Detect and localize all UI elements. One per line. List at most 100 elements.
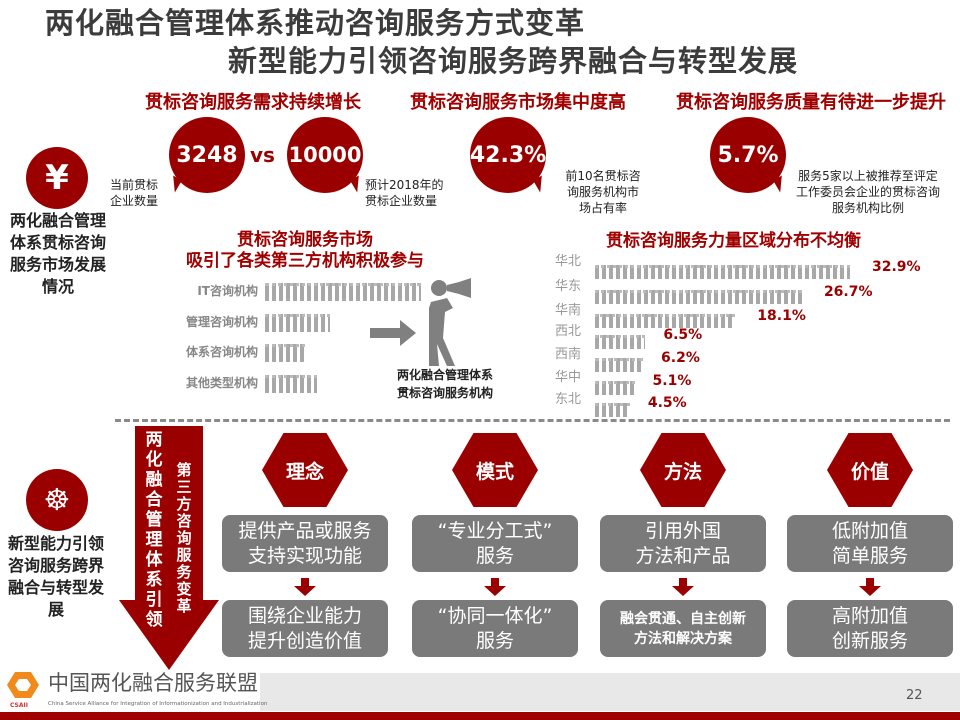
region-label: 华中	[555, 370, 582, 385]
demand-heading: 贯标咨询服务需求持续增长	[145, 92, 361, 113]
region-label: 华南	[555, 303, 582, 318]
hex-label: 价值	[850, 460, 889, 483]
concentration-heading: 贯标咨询服务市场集中度高	[410, 92, 626, 113]
third-party-heading: 贯标咨询服务市场 吸引了各类第三方机构积极参与	[175, 230, 435, 272]
concentration-caption: 前10名贯标咨询服务机构市场占有率	[565, 169, 641, 215]
target-caption: 两化融合管理体系 贯标咨询服务机构	[380, 366, 510, 402]
region-value-label: 18.1%	[757, 308, 806, 324]
quality-heading: 贯标咨询服务质量有待进一步提升	[676, 92, 946, 113]
big-down-arrow-icon	[119, 426, 219, 670]
from-line-1: 提供产品或服务	[238, 519, 372, 542]
third-party-heading-line-1: 贯标咨询服务市场	[237, 230, 373, 250]
region-label: 华北	[555, 254, 582, 269]
from-line-2: 简单服务	[831, 544, 908, 567]
people-icons-management	[265, 314, 330, 332]
yen-icon: ¥	[26, 147, 88, 209]
transform-section-label: 新型能力引领咨询服务跨界融合与转型发展	[7, 534, 104, 619]
forecast-count-caption: 预计2018年的贯标企业数量	[365, 178, 444, 208]
quality-value: 5.7%	[717, 142, 779, 168]
region-value-label: 6.2%	[661, 350, 700, 366]
to-line-2: 创新服务	[831, 629, 908, 652]
from-box: “专业分工式” 服务	[412, 515, 578, 572]
row-label-system: 体系咨询机构	[185, 345, 258, 359]
to-box: 融会贯通、自主创新 方法和解决方案	[600, 600, 766, 657]
people-icons-it	[265, 283, 421, 301]
chart-title: 贯标咨询服务力量区域分布不均衡	[606, 231, 861, 251]
to-line-1: “协同一体化”	[437, 604, 553, 627]
hex-3: 价值	[827, 433, 913, 507]
to-box: 围绕企业能力 提升创造价值	[222, 600, 388, 657]
footer-red-bar	[0, 712, 960, 720]
people-icons-other	[265, 375, 317, 393]
to-line-2: 服务	[475, 629, 514, 652]
to-line-1: 高附加值	[831, 604, 908, 627]
from-line-1: “专业分工式”	[437, 519, 553, 542]
hex-0: 理念	[262, 433, 348, 507]
forecast-count-bubble: 10000	[287, 117, 363, 193]
quality-caption: 服务5家以上被推荐至评定工作委员会企业的贯标咨询服务机构比例	[795, 169, 940, 215]
csaii-logo-icon	[7, 672, 39, 698]
from-box: 引用外国 方法和产品	[600, 515, 766, 572]
row-label-other: 其他类型机构	[185, 376, 258, 390]
current-count-caption: 当前贯标企业数量	[110, 178, 159, 208]
row-label-management: 管理咨询机构	[185, 315, 258, 329]
quality-bubble: 5.7%	[710, 117, 786, 193]
to-line-2: 提升创造价值	[247, 629, 362, 652]
region-label: 西南	[555, 347, 582, 362]
region-bar	[595, 314, 736, 328]
to-box: “协同一体化” 服务	[412, 600, 578, 657]
hex-label: 模式	[475, 460, 514, 483]
org-name: 中国两化融合服务联盟	[48, 671, 258, 695]
region-bar	[595, 403, 630, 417]
hex-2: 方法	[640, 433, 726, 507]
org-name-en: China Service Alliance for Integration o…	[48, 701, 268, 707]
from-line-1: 低附加值	[831, 519, 908, 542]
from-box: 提供产品或服务 支持实现功能	[222, 515, 388, 572]
hex-label: 理念	[285, 460, 324, 483]
region-value-label: 5.1%	[652, 373, 692, 389]
region-value-label: 6.5%	[663, 327, 703, 343]
to-line-1: 融会贯通、自主创新	[620, 610, 746, 627]
hex-1: 模式	[452, 433, 538, 507]
logo-text: CSAII	[10, 702, 28, 709]
hex-label: 方法	[663, 460, 702, 483]
to-line-1: 围绕企业能力	[247, 604, 362, 627]
concentration-bubble: 42.3%	[470, 117, 546, 193]
region-value-label: 32.9%	[872, 259, 921, 275]
region-bar	[595, 358, 644, 372]
region-bar	[595, 265, 850, 279]
forecast-count-value: 10000	[288, 143, 362, 167]
from-line-2: 支持实现功能	[247, 544, 362, 567]
row-label-it: IT咨询机构	[197, 284, 258, 298]
vs-label: vs	[250, 143, 275, 167]
people-icons-system	[265, 344, 305, 362]
region-label: 东北	[555, 392, 582, 407]
region-label: 华东	[555, 279, 582, 294]
title-line-2: 新型能力引领咨询服务跨界融合与转型发展	[228, 44, 799, 78]
footer-band	[260, 673, 960, 711]
helm-wheel-icon: ☸	[26, 469, 88, 531]
market-section-label: 两化融合管理体系贯标咨询服务市场发展情况	[9, 211, 106, 296]
third-party-heading-line-2: 吸引了各类第三方机构积极参与	[186, 251, 424, 271]
arrow-text-col2: 第三方咨询服务变革	[176, 461, 192, 615]
region-bar	[595, 335, 646, 349]
section-divider	[115, 419, 950, 422]
megaphone-person-icon	[429, 278, 471, 366]
region-value-label: 4.5%	[647, 395, 687, 411]
arrow-text-col1: 两化融合管理体系引领	[145, 430, 163, 630]
right-arrow-icon	[370, 320, 416, 346]
target-caption-line-1: 两化融合管理体系	[396, 368, 493, 382]
target-caption-line-2: 贯标咨询服务机构	[396, 386, 493, 400]
current-count-value: 3248	[176, 142, 238, 168]
from-line-1: 引用外国	[644, 519, 721, 542]
to-line-2: 方法和解决方案	[634, 630, 732, 647]
region-value-label: 26.7%	[823, 284, 873, 300]
region-bar	[595, 381, 635, 395]
region-label: 西北	[555, 324, 582, 339]
current-count-bubble: 3248	[169, 117, 245, 193]
page-number: 22	[906, 688, 923, 703]
from-line-2: 服务	[475, 544, 514, 567]
region-bar	[595, 290, 802, 304]
title-line-1: 两化融合管理体系推动咨询服务方式变革	[45, 6, 586, 40]
concentration-value: 42.3%	[469, 142, 547, 168]
